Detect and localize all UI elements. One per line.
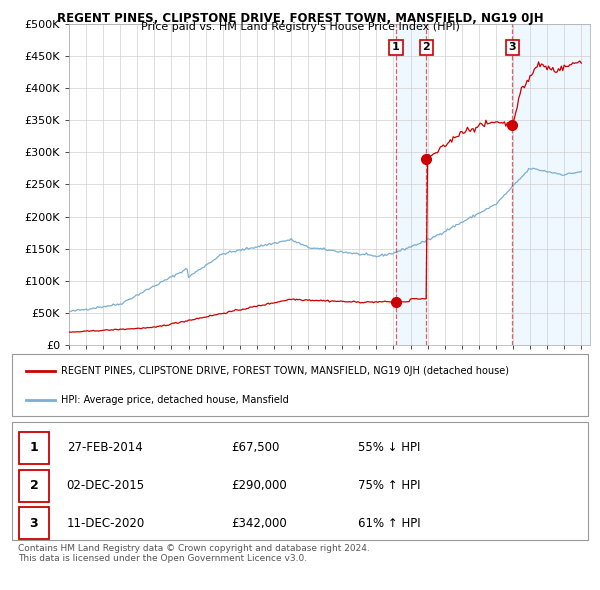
Bar — [19, 432, 49, 464]
Text: 2: 2 — [422, 42, 430, 53]
Text: Contains HM Land Registry data © Crown copyright and database right 2024.
This d: Contains HM Land Registry data © Crown c… — [18, 544, 370, 563]
Bar — [19, 507, 49, 539]
Text: 55% ↓ HPI: 55% ↓ HPI — [358, 441, 420, 454]
Text: Price paid vs. HM Land Registry's House Price Index (HPI): Price paid vs. HM Land Registry's House … — [140, 22, 460, 32]
Text: 11-DEC-2020: 11-DEC-2020 — [67, 517, 145, 530]
Text: 3: 3 — [508, 42, 516, 53]
Text: 27-FEB-2014: 27-FEB-2014 — [67, 441, 142, 454]
Text: REGENT PINES, CLIPSTONE DRIVE, FOREST TOWN, MANSFIELD, NG19 0JH (detached house): REGENT PINES, CLIPSTONE DRIVE, FOREST TO… — [61, 366, 509, 376]
Text: £290,000: £290,000 — [231, 479, 287, 492]
Text: 61% ↑ HPI: 61% ↑ HPI — [358, 517, 420, 530]
Text: REGENT PINES, CLIPSTONE DRIVE, FOREST TOWN, MANSFIELD, NG19 0JH: REGENT PINES, CLIPSTONE DRIVE, FOREST TO… — [56, 12, 544, 25]
Bar — [512, 24, 590, 345]
Text: 3: 3 — [29, 517, 38, 530]
Text: HPI: Average price, detached house, Mansfield: HPI: Average price, detached house, Mans… — [61, 395, 289, 405]
Text: £67,500: £67,500 — [231, 441, 279, 454]
Text: 1: 1 — [29, 441, 38, 454]
Text: 2: 2 — [29, 479, 38, 492]
Bar — [396, 24, 426, 345]
Bar — [19, 470, 49, 502]
Text: 75% ↑ HPI: 75% ↑ HPI — [358, 479, 420, 492]
Text: 02-DEC-2015: 02-DEC-2015 — [67, 479, 145, 492]
Text: £342,000: £342,000 — [231, 517, 287, 530]
Text: 1: 1 — [392, 42, 400, 53]
